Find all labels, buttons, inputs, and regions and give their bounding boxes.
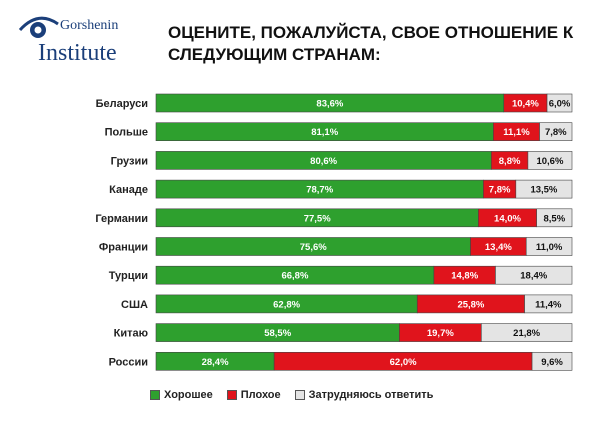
legend-label-unsure: Затрудняюсь ответить [308, 389, 434, 401]
data-label-good: 66,8% [281, 271, 308, 282]
data-label-good: 80,6% [310, 156, 337, 167]
legend-swatch-bad [226, 390, 237, 400]
legend-swatch-good [150, 390, 160, 400]
bar-segment-unsure [546, 93, 573, 113]
data-label-bad: 14,8% [451, 271, 478, 282]
chart-title-line-2: СЛЕДУЮЩИМ СТРАНАМ: [168, 45, 381, 64]
data-label-good: 62,8% [273, 299, 300, 310]
category-label: Турции [109, 270, 148, 282]
bar-segment-unsure [527, 151, 573, 170]
legend-item-unsure: Затрудняюсь ответить [294, 389, 434, 401]
logo-name-line2: Institute [38, 40, 117, 66]
eye-logo-icon [18, 16, 59, 38]
data-label-unsure: 11,4% [535, 299, 562, 310]
bar-segment-unsure [515, 179, 573, 199]
legend: Хорошее Плохое Затрудняюсь ответить [150, 389, 433, 401]
legend-item-bad: Плохое [226, 389, 281, 401]
category-label: Грузии [111, 155, 148, 167]
bar-segment-unsure [531, 351, 573, 371]
data-label-good: 83,6% [316, 99, 343, 110]
data-label-bad: 10,4% [512, 99, 539, 110]
category-label: Франции [99, 242, 148, 254]
bar-segment-unsure [525, 237, 573, 256]
category-label: Польше [105, 127, 148, 139]
data-label-bad: 25,8% [457, 299, 484, 310]
data-label-bad: 11,1% [503, 127, 530, 138]
category-label: Германии [95, 213, 148, 225]
legend-label-bad: Плохое [240, 389, 281, 401]
bar-segment-unsure [524, 294, 573, 314]
stacked-bar-chart: Беларуси 83,6% 10,4% 6,0% Польше 81,1% 11,1% 7,… [95, 93, 573, 371]
bar-segment-unsure [536, 208, 573, 228]
data-label-unsure: 9,6% [541, 357, 563, 368]
data-label-good: 75,6% [300, 242, 327, 253]
data-label-bad: 8,8% [499, 156, 521, 167]
data-label-bad: 14,0% [494, 213, 521, 224]
legend-label-good: Хорошее [164, 389, 213, 401]
data-label-unsure: 11,0% [536, 242, 563, 253]
chart-title-line-1: ОЦЕНИТЕ, ПОЖАЛУЙСТА, СВОЕ ОТНОШЕНИЕ К [168, 23, 574, 42]
data-label-good: 58,5% [264, 328, 291, 339]
legend-item-good: Хорошее [150, 389, 213, 401]
data-label-unsure: 8,5% [543, 213, 565, 224]
data-label-unsure: 6,0% [549, 99, 571, 110]
data-label-bad: 7,8% [489, 185, 511, 196]
category-label: России [109, 356, 148, 368]
bar-segment-unsure [539, 122, 573, 141]
logo: Gorshenin Institute [18, 14, 148, 70]
data-label-good: 77,5% [304, 213, 331, 224]
data-label-unsure: 13,5% [530, 185, 557, 196]
data-label-unsure: 10,6% [536, 156, 563, 167]
data-label-unsure: 7,8% [545, 127, 567, 138]
data-label-good: 81,1% [311, 127, 338, 138]
data-label-good: 78,7% [306, 185, 333, 196]
legend-swatch-unsure [294, 390, 305, 400]
data-label-bad: 62,0% [390, 357, 417, 368]
category-label: США [121, 299, 148, 311]
category-label: Беларуси [96, 98, 148, 110]
category-label: Канаде [109, 184, 148, 196]
bar-segment-unsure [495, 265, 573, 285]
logo-name-line1: Gorshenin [60, 18, 119, 33]
chart-title: ОЦЕНИТЕ, ПОЖАЛУЙСТА, СВОЕ ОТНОШЕНИЕ К СЛ… [168, 22, 598, 66]
data-label-bad: 19,7% [427, 328, 454, 339]
bar-segment-unsure [481, 323, 573, 342]
data-label-good: 28,4% [202, 357, 229, 368]
data-label-unsure: 18,4% [520, 271, 547, 282]
category-label: Китаю [114, 328, 148, 340]
data-label-unsure: 21,8% [513, 328, 540, 339]
data-label-bad: 13,4% [485, 242, 512, 253]
